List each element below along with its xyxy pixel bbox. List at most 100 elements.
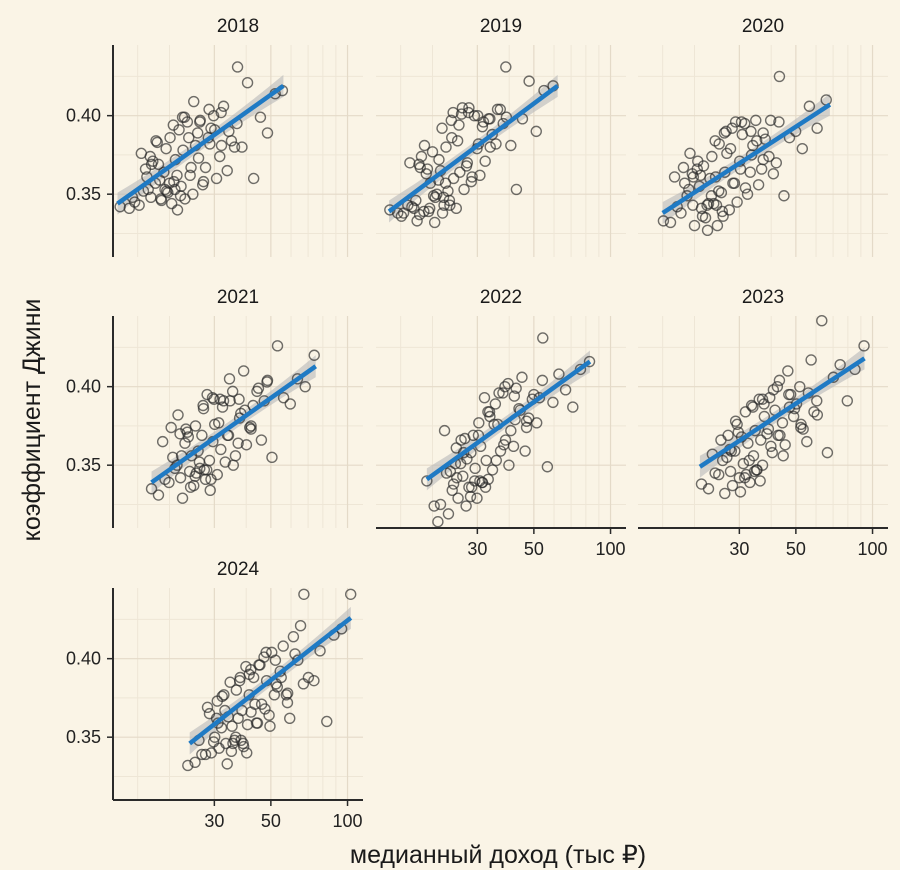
data-point [174,190,187,202]
data-point [463,102,475,114]
data-point [176,492,189,504]
data-point [457,470,469,482]
data-point [259,703,271,715]
data-point [165,421,177,434]
data-point [765,440,777,453]
data-point [192,152,205,164]
data-point [204,484,216,497]
facet-title-2024: 2024 [217,559,260,580]
data-point [261,374,274,387]
data-point [188,95,200,108]
data-point [299,380,311,393]
data-point [811,395,823,407]
data-point [479,155,491,167]
data-point [469,475,481,487]
data-point [411,215,423,227]
data-point [745,399,758,412]
data-point [767,384,780,396]
data-point [711,219,724,232]
data-point [758,398,770,410]
data-point [755,163,768,175]
data-point [213,742,225,754]
data-point [745,149,758,161]
data-point [471,492,483,504]
data-point [776,417,789,429]
data-point [145,158,158,171]
trend-line-2022 [425,359,592,482]
data-point [709,135,721,147]
data-point [151,136,163,149]
data-point [196,748,208,761]
data-point [686,168,698,180]
data-point [185,161,197,174]
data-point [294,619,307,632]
data-point [184,481,197,493]
data-point [779,439,791,451]
data-point [241,76,254,89]
data-point [215,443,227,456]
data-point [694,169,707,182]
data-point [261,127,274,139]
data-point [247,172,260,185]
trend-line-2024 [188,616,353,746]
data-point [254,659,266,671]
data-point [461,157,474,169]
data-point [268,689,281,701]
data-point [754,475,766,487]
data-point [418,205,430,218]
data-point [277,391,290,404]
data-point [244,421,256,434]
data-point [477,116,490,128]
data-point [438,424,451,437]
data-point [395,210,408,222]
data-point [413,158,425,171]
data-point [486,128,498,141]
data-point [216,401,229,413]
data-point [221,758,233,770]
data-point [215,106,227,119]
data-point [695,478,708,490]
data-point [520,415,533,427]
data-point [298,588,310,600]
data-point [541,461,554,473]
data-point [516,371,528,383]
data-point [478,391,491,404]
data-point [732,426,744,438]
data-point [455,434,467,446]
data-point [182,759,194,772]
data-point [415,150,428,163]
data-point [743,454,755,467]
data-point [164,131,176,144]
data-point [803,100,816,112]
data-point [174,472,187,484]
data-point [216,690,228,703]
data-point [391,207,404,219]
data-point [724,465,737,478]
data-point [523,75,535,87]
data-point [450,202,463,215]
data-point [218,689,230,701]
data-point [233,393,245,405]
data-point [229,450,242,462]
data-point [436,122,448,134]
data-point [696,210,709,222]
data-point [744,166,756,178]
data-point [410,194,422,207]
data-point [751,135,763,147]
data-point [308,349,320,361]
data-point [499,434,512,446]
data-point [735,116,748,128]
data-point [482,473,494,486]
data-point [739,406,752,418]
data-point [217,395,230,407]
data-point [184,169,196,182]
data-point [235,734,247,747]
data-point [484,113,496,125]
data-point [429,191,441,204]
data-point [197,399,209,412]
x-axis-title: медианный доход (тыс ₽) [350,841,646,869]
y-tick-label: 0.35 [66,455,101,475]
data-point [706,150,718,163]
data-point [421,475,433,487]
